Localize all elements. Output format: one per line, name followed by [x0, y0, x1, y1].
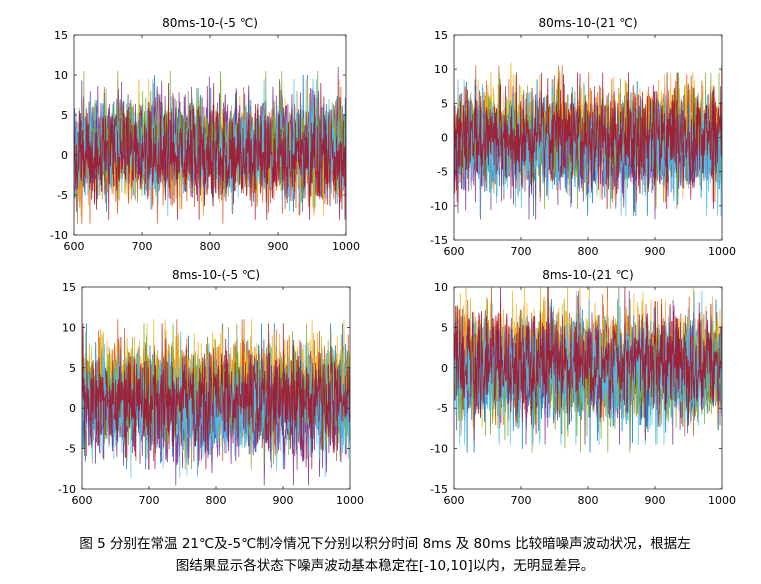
x-tick-label: 1000 [708, 245, 736, 258]
x-tick-label: 600 [444, 494, 465, 507]
x-tick-label: 900 [273, 494, 294, 507]
subplot-3: 600 700 800 900 1000 -10 -5 0 5 10 15 8ms-10-(-5 ℃) [58, 268, 364, 507]
y-tick-label: 10 [434, 63, 448, 76]
x-tick-label: 900 [645, 494, 666, 507]
x-tick-label: 800 [578, 245, 599, 258]
x-tick-label: 1000 [336, 494, 364, 507]
x-tick-label: 900 [268, 240, 289, 253]
x-tick-label: 1000 [332, 240, 360, 253]
series-group [454, 62, 722, 220]
y-tick-label: 5 [441, 97, 448, 110]
y-tick-label: 10 [62, 321, 76, 334]
series-line-s7 [82, 323, 350, 470]
series-line-s7 [74, 82, 346, 220]
y-tick-label: 15 [54, 29, 68, 42]
y-tick-label: 15 [434, 29, 448, 42]
caption-line-1: 图 5 分别在常温 21℃及-5℃制冷情况下分别以积分时间 8ms 及 80ms… [79, 536, 691, 552]
x-tick-label: 600 [444, 245, 465, 258]
subplot-title: 8ms-10-(-5 ℃) [172, 268, 260, 282]
y-tick-label: 5 [61, 109, 68, 122]
y-tick-label: -15 [430, 234, 448, 247]
y-tick-label: 0 [69, 402, 76, 415]
y-tick-label: 0 [441, 132, 448, 145]
subplot-title: 80ms-10-(21 ℃) [538, 16, 637, 30]
y-tick-label: 5 [441, 321, 448, 334]
y-tick-label: -5 [57, 189, 68, 202]
series-group [74, 66, 346, 224]
caption-line-2: 图结果显示各状态下噪声波动基本稳定在[-10,10]以内，无明显差异。 [175, 558, 595, 574]
y-tick-label: 10 [54, 69, 68, 82]
x-tick-label: 600 [64, 240, 85, 253]
figure-caption: 图 5 分别在常温 21℃及-5℃制冷情况下分别以积分时间 8ms 及 80ms… [30, 533, 740, 577]
x-tick-label: 700 [139, 494, 160, 507]
series-group [82, 319, 350, 486]
subplot-title: 8ms-10-(21 ℃) [542, 268, 633, 282]
subplot-2: 600 700 800 900 1000 -15 -10 -5 0 5 10 15 80ms-10-(2… [430, 16, 736, 258]
y-tick-label: 15 [62, 281, 76, 294]
x-tick-label: 900 [645, 245, 666, 258]
subplot-title: 80ms-10-(-5 ℃) [162, 16, 258, 30]
x-tick-label: 800 [578, 494, 599, 507]
y-tick-label: 10 [434, 281, 448, 294]
y-tick-label: 5 [69, 362, 76, 375]
x-tick-label: 1000 [708, 494, 736, 507]
x-tick-label: 700 [132, 240, 153, 253]
y-tick-label: -5 [437, 166, 448, 179]
y-tick-label: -5 [437, 402, 448, 415]
x-tick-label: 700 [511, 494, 532, 507]
y-tick-label: -10 [58, 483, 76, 496]
x-tick-label: 800 [200, 240, 221, 253]
subplot-1: 600 700 800 900 1000 -10 -5 0 5 10 15 80ms-10-(-5 ℃… [50, 16, 360, 253]
x-tick-label: 700 [511, 245, 532, 258]
y-tick-label: -15 [430, 483, 448, 496]
y-tick-label: -10 [430, 443, 448, 456]
series-line-s7 [454, 72, 722, 209]
series-group [454, 287, 722, 453]
x-tick-label: 800 [206, 494, 227, 507]
series-line-s6 [454, 290, 722, 445]
y-tick-label: 0 [441, 362, 448, 375]
y-tick-label: 0 [61, 149, 68, 162]
x-tick-label: 600 [72, 494, 93, 507]
y-tick-label: -10 [50, 229, 68, 242]
y-tick-label: -5 [65, 443, 76, 456]
series-line-s7 [454, 287, 722, 441]
y-tick-label: -10 [430, 200, 448, 213]
subplot-4: 600 700 800 900 1000 -15 -10 -5 0 5 10 8ms-10-(21 ℃… [430, 268, 736, 507]
